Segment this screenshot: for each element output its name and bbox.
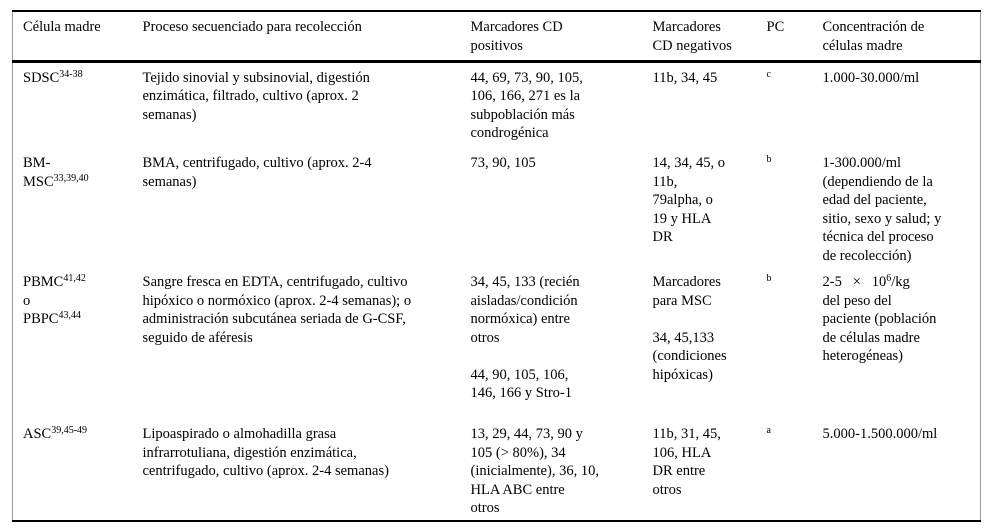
header-row: Célula madre Proceso secuenciado para re…: [12, 11, 981, 63]
cell-cell-type: ASC39,45-49: [23, 425, 88, 443]
cell-pc: a: [757, 419, 813, 521]
table-row: BM- MSC33,39,40 BMA, centrifugado, cultiv…: [13, 148, 981, 267]
superscript-reference: 34-38: [59, 68, 83, 80]
cell-cd-negative: Marcadores para MSC 34, 45,133 (condicio…: [652, 274, 727, 383]
cell-cell-type: SDSC34-38: [23, 68, 83, 86]
superscript-reference: 33,39,40: [53, 172, 89, 184]
superscript-reference: b: [766, 273, 772, 284]
cell-pc: c: [757, 61, 813, 148]
cell-pc: b: [757, 267, 813, 419]
cell-concentration: 1.000-30.000/ml: [822, 69, 920, 86]
table-row: SDSC34-38 Tejido sinovial y subsinovial, …: [13, 61, 981, 148]
table-row: ASC39,45-49 Lipoaspirado o almohadilla gr…: [13, 419, 981, 521]
cell-cell-type: PBMC41,42 o PBPC43,44: [23, 273, 86, 328]
table-header: Célula madre Proceso secuenciado para re…: [12, 11, 981, 63]
cell-process: Tejido sinovial y subsinovial, digestión…: [142, 69, 370, 123]
stem-cell-table-container: Célula madre Proceso secuenciado para re…: [12, 10, 981, 522]
superscript-reference: 39,45-49: [51, 425, 88, 436]
column-header-process: Proceso secuenciado para recolección: [132, 11, 461, 63]
cell-cd-positive: 73, 90, 105: [470, 155, 536, 171]
cell-process: Lipoaspirado o almohadilla grasa infrarr…: [142, 426, 389, 479]
table-row: PBMC41,42 o PBPC43,44 Sangre fresca en ED…: [13, 267, 981, 419]
cell-cd-positive: 13, 29, 44, 73, 90 y 105 (> 80%), 34 (in…: [470, 426, 599, 516]
cell-concentration: 2-5 × 106/kg del peso del paciente (pobl…: [822, 273, 937, 365]
cell-cd-negative: 11b, 31, 45, 106, HLA DR entre otros: [652, 426, 721, 498]
cell-process: BMA, centrifugado, cultivo (aprox. 2-4 s…: [142, 155, 372, 190]
cell-cell-type: BM- MSC33,39,40: [23, 155, 89, 190]
column-header-cd-positive: Marcadores CD positivos: [460, 11, 643, 63]
superscript-reference: a: [766, 425, 771, 436]
column-header-cell-type: Célula madre: [12, 11, 133, 63]
stem-cell-table: Célula madre Proceso secuenciado para re…: [12, 10, 981, 522]
column-header-pc: PC: [756, 11, 813, 63]
cell-cd-positive: 44, 69, 73, 90, 105, 106, 166, 271 es la…: [470, 69, 583, 142]
cell-cd-negative: 14, 34, 45, o 11b, 79alpha, o 19 y HLA D…: [652, 155, 726, 245]
superscript-reference: 41,42: [63, 273, 86, 284]
cell-cd-negative: 11b, 34, 45: [652, 69, 718, 86]
cell-process: Sangre fresca en EDTA, centrifugado, cul…: [142, 274, 412, 346]
cell-concentration: 5.000-1.500.000/ml: [822, 426, 938, 442]
table-body: SDSC34-38 Tejido sinovial y subsinovial, …: [13, 61, 981, 521]
column-header-cd-negative: Marcadores CD negativos: [642, 11, 757, 63]
superscript-reference: 6: [886, 273, 892, 284]
cell-pc: b: [757, 148, 813, 267]
superscript-reference: b: [766, 154, 772, 165]
column-header-concentration: Concentración de células madre: [812, 11, 981, 63]
superscript-reference: c: [766, 68, 771, 80]
cell-concentration: 1-300.000/ml (dependiendo de la edad del…: [822, 155, 942, 264]
superscript-reference: 43,44: [58, 310, 81, 321]
cell-cd-positive: 34, 45, 133 (recién aisladas/condición n…: [470, 274, 580, 401]
